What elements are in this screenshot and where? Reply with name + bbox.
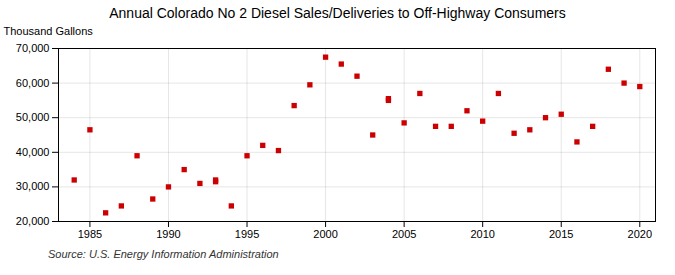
svg-text:40,000: 40,000	[16, 146, 50, 158]
svg-text:Thousand Gallons: Thousand Gallons	[4, 25, 94, 37]
html-text:Annual Colorado No 2 Diesel Sa: Annual Colorado No 2 Diesel Sales/Delive…	[109, 5, 566, 21]
svg-text:2020: 2020	[628, 228, 652, 240]
svg-text:1985: 1985	[78, 228, 102, 240]
html-text:Source: U.S. Energy Informatio: Source: U.S. Energy Information Administ…	[48, 248, 279, 260]
svg-text:20,000: 20,000	[16, 215, 50, 227]
svg-text:50,000: 50,000	[16, 111, 50, 123]
svg-text:1995: 1995	[235, 228, 259, 240]
svg-text:2015: 2015	[549, 228, 573, 240]
svg-text:60,000: 60,000	[16, 77, 50, 89]
svg-text:70,000: 70,000	[16, 42, 50, 54]
svg-text:2000: 2000	[313, 228, 337, 240]
svg-text:1990: 1990	[156, 228, 180, 240]
svg-text:30,000: 30,000	[16, 180, 50, 192]
svg-text:2005: 2005	[392, 228, 416, 240]
svg-text:2010: 2010	[470, 228, 494, 240]
